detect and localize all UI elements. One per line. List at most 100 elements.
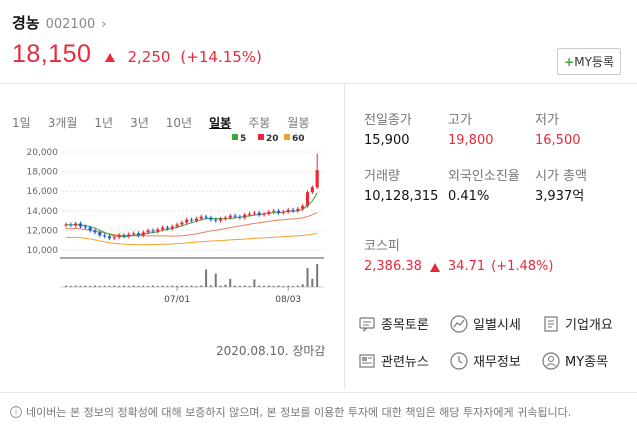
candle-body xyxy=(103,235,107,237)
candle-body xyxy=(107,236,112,239)
stat-label: 시가 총액 xyxy=(535,169,587,184)
stat-foreign: 외국인소진율 0.41% xyxy=(448,168,520,206)
candle-body xyxy=(175,224,179,227)
menu-related-news[interactable]: 관련뉴스 xyxy=(358,351,450,370)
volume-bar xyxy=(190,285,193,287)
volume-bar xyxy=(147,285,150,287)
candle-body xyxy=(185,219,189,223)
stock-name[interactable]: 경농 xyxy=(12,14,40,32)
candle-body xyxy=(281,211,285,213)
volume-bar xyxy=(161,285,164,287)
current-price: 18,150 xyxy=(12,40,92,68)
document-icon xyxy=(544,315,558,332)
volume-bar xyxy=(142,285,145,287)
tab-1d[interactable]: 1일 xyxy=(12,116,31,130)
menu-label: 관련뉴스 xyxy=(381,355,429,370)
volume-bar xyxy=(258,285,261,287)
stock-code[interactable]: 002100 xyxy=(45,17,96,32)
volume-bar xyxy=(137,285,140,287)
price-change: 2,250 xyxy=(127,48,171,66)
candle-body xyxy=(296,208,300,211)
volume-bar xyxy=(122,285,125,287)
stat-value: 3,937억 xyxy=(535,189,585,204)
divider xyxy=(0,392,637,393)
volume-bar xyxy=(238,285,241,287)
volume-bar xyxy=(195,285,198,287)
volume-bar xyxy=(219,285,222,287)
menu-my-stocks[interactable]: MY종목 xyxy=(542,351,634,370)
chevron-right-icon[interactable]: › xyxy=(101,17,107,32)
divider-vertical xyxy=(344,84,345,389)
stat-volume: 거래량 10,128,315 xyxy=(364,168,438,206)
legend-label: 5 xyxy=(240,134,246,144)
change-arrow-up-icon xyxy=(105,53,116,62)
stock-chart[interactable]: 5 20 60 20,000 18,000 16,000 14,000 12,000 10,00… xyxy=(12,130,330,310)
stat-value: 15,900 xyxy=(364,133,410,148)
candle-body xyxy=(199,216,203,219)
candle-body xyxy=(112,237,116,239)
candle-body xyxy=(98,232,102,236)
tab-3m[interactable]: 3개월 xyxy=(47,116,78,130)
candle-body xyxy=(194,218,199,221)
candle-body xyxy=(214,219,218,221)
y-tick-label: 20,000 xyxy=(27,148,59,158)
candle-body xyxy=(310,187,314,193)
volume-bar xyxy=(108,285,111,287)
volume-bar xyxy=(253,279,256,287)
candle-body xyxy=(209,217,213,220)
volume-bar xyxy=(296,285,299,287)
tab-daily[interactable]: 일봉 xyxy=(209,116,232,130)
trend-icon xyxy=(450,314,468,333)
candle-body xyxy=(180,222,184,225)
menu-financial-info[interactable]: 재무정보 xyxy=(450,351,542,370)
legend-swatch xyxy=(232,134,238,140)
candle-body xyxy=(204,216,208,218)
index-label: 코스피 xyxy=(364,239,400,254)
my-register-button[interactable]: +MY등록 xyxy=(557,48,621,75)
price-change-pct: (+14.15%) xyxy=(180,48,262,66)
quick-menu: 종목토론 일별시세 기업개요 관련뉴스 재무정보 MY종목 xyxy=(358,314,634,370)
legend-swatch xyxy=(258,134,264,140)
candle-body xyxy=(233,215,237,217)
tab-monthly[interactable]: 월봉 xyxy=(287,116,310,130)
volume-bar xyxy=(118,285,121,287)
legend-swatch xyxy=(284,134,290,140)
volume-bar xyxy=(98,285,101,287)
legend-label: 20 xyxy=(266,134,279,144)
menu-discussion[interactable]: 종목토론 xyxy=(358,314,450,333)
tab-10y[interactable]: 10년 xyxy=(165,116,193,130)
tab-3y[interactable]: 3년 xyxy=(130,116,149,130)
stat-label: 거래량 xyxy=(364,169,400,184)
candle-body xyxy=(286,209,290,212)
x-tick-label: 08/03 xyxy=(275,295,301,305)
candle-body xyxy=(78,223,83,227)
menu-label: MY종목 xyxy=(565,355,609,370)
volume-bar xyxy=(282,285,285,287)
volume-bar xyxy=(113,285,116,287)
volume-bar xyxy=(200,285,203,287)
volume-bar xyxy=(79,285,82,287)
volume-bar xyxy=(277,285,280,287)
menu-daily-price[interactable]: 일별시세 xyxy=(450,314,542,333)
volume-bar xyxy=(69,285,72,287)
info-icon: i xyxy=(10,406,22,418)
candle-body xyxy=(83,226,87,228)
candle-body xyxy=(247,213,252,215)
candle-body xyxy=(165,227,170,229)
menu-label: 일별시세 xyxy=(473,318,521,333)
moving-average-line xyxy=(65,211,318,237)
disclaimer-text: 네이버는 본 정보의 정확성에 대해 보증하지 않으며, 본 정보를 이용한 투… xyxy=(26,406,572,419)
kospi-index[interactable]: 코스피 2,386.38 34.71 (+1.48%) xyxy=(364,238,553,276)
moving-average-line xyxy=(65,232,318,246)
candle-body xyxy=(257,212,261,215)
candle-body xyxy=(127,234,131,237)
tab-weekly[interactable]: 주봉 xyxy=(248,116,271,130)
tab-1y[interactable]: 1년 xyxy=(94,116,114,130)
candle-body xyxy=(146,230,150,233)
volume-bar xyxy=(89,285,92,287)
candle-body xyxy=(223,217,227,219)
volume-bar xyxy=(151,285,154,287)
menu-company-info[interactable]: 기업개요 xyxy=(542,314,634,333)
stat-prev-close: 전일종가 15,900 xyxy=(364,112,412,150)
candle-body xyxy=(93,230,97,233)
